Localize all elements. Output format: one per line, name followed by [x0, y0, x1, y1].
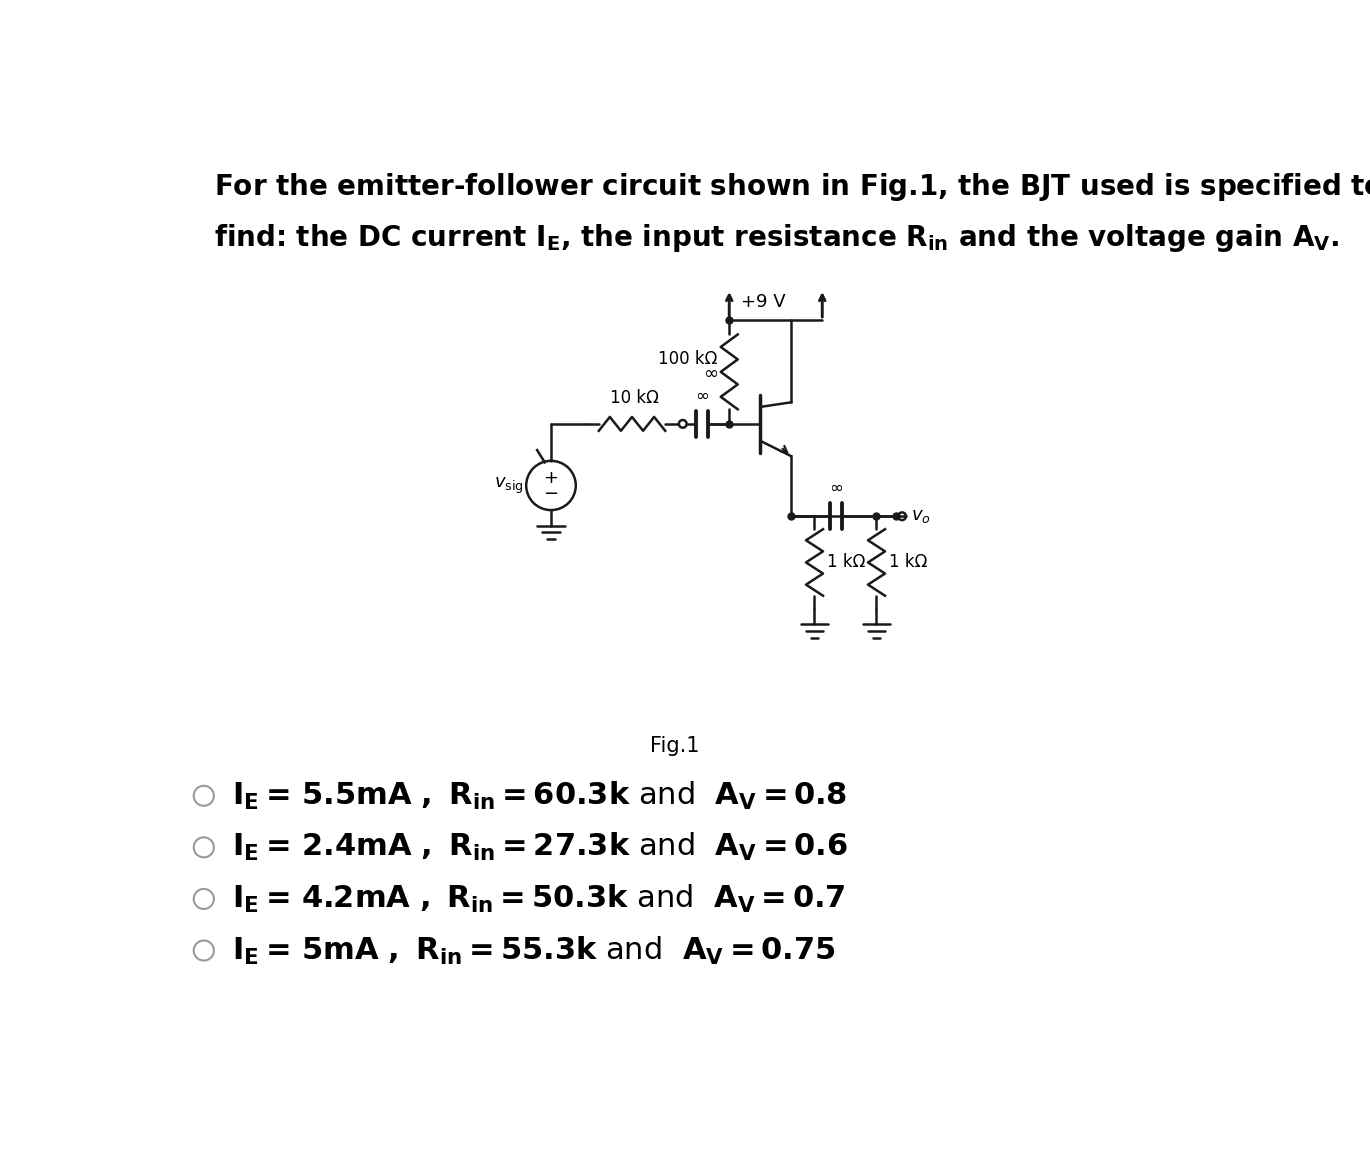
Text: ∞: ∞ — [695, 387, 710, 404]
Text: −: − — [544, 485, 559, 503]
Text: For the emitter-follower circuit shown in Fig.1, the BJT used is specified to ha: For the emitter-follower circuit shown i… — [214, 171, 1370, 204]
Text: $\mathbf{I_E=\,5.5mA}$$\mathbf{\ ,\ R_{in}=60.3k}$ and  $\mathbf{A_V=0.8}$: $\mathbf{I_E=\,5.5mA}$$\mathbf{\ ,\ R_{i… — [232, 779, 847, 812]
Text: $\mathbf{I_E=\,4.2mA}$$\mathbf{\ ,\ R_{in}=50.3k}$ and  $\mathbf{A_V=0.7}$: $\mathbf{I_E=\,4.2mA}$$\mathbf{\ ,\ R_{i… — [232, 882, 845, 915]
Text: $v_o$: $v_o$ — [911, 507, 932, 526]
Text: Fig.1: Fig.1 — [651, 735, 700, 756]
Text: 10 kΩ: 10 kΩ — [610, 389, 659, 406]
Text: 100 kΩ: 100 kΩ — [658, 351, 718, 368]
Text: ∞: ∞ — [829, 479, 843, 497]
Text: $\mathbf{I_E=\,2.4mA}$$\mathbf{\ ,\ R_{in}=27.3k}$ and  $\mathbf{A_V=0.6}$: $\mathbf{I_E=\,2.4mA}$$\mathbf{\ ,\ R_{i… — [232, 831, 848, 864]
Text: 1 kΩ: 1 kΩ — [827, 554, 866, 571]
Text: find: the DC current $\mathbf{I_E}$, the input resistance $\mathbf{R_{in}}$ and : find: the DC current $\mathbf{I_E}$, the… — [214, 222, 1340, 254]
Text: $\mathbf{I_E=\,5mA}$$\mathbf{\ ,\ R_{in}=55.3k}$ and  $\mathbf{A_V=0.75}$: $\mathbf{I_E=\,5mA}$$\mathbf{\ ,\ R_{in}… — [232, 935, 836, 967]
Text: +9 V: +9 V — [741, 293, 785, 312]
Text: ∞: ∞ — [703, 365, 718, 383]
Text: +: + — [544, 469, 559, 486]
Text: $v_\mathrm{sig}$: $v_\mathrm{sig}$ — [493, 476, 523, 496]
Text: 1 kΩ: 1 kΩ — [889, 554, 927, 571]
Circle shape — [680, 420, 686, 427]
Circle shape — [899, 512, 906, 520]
